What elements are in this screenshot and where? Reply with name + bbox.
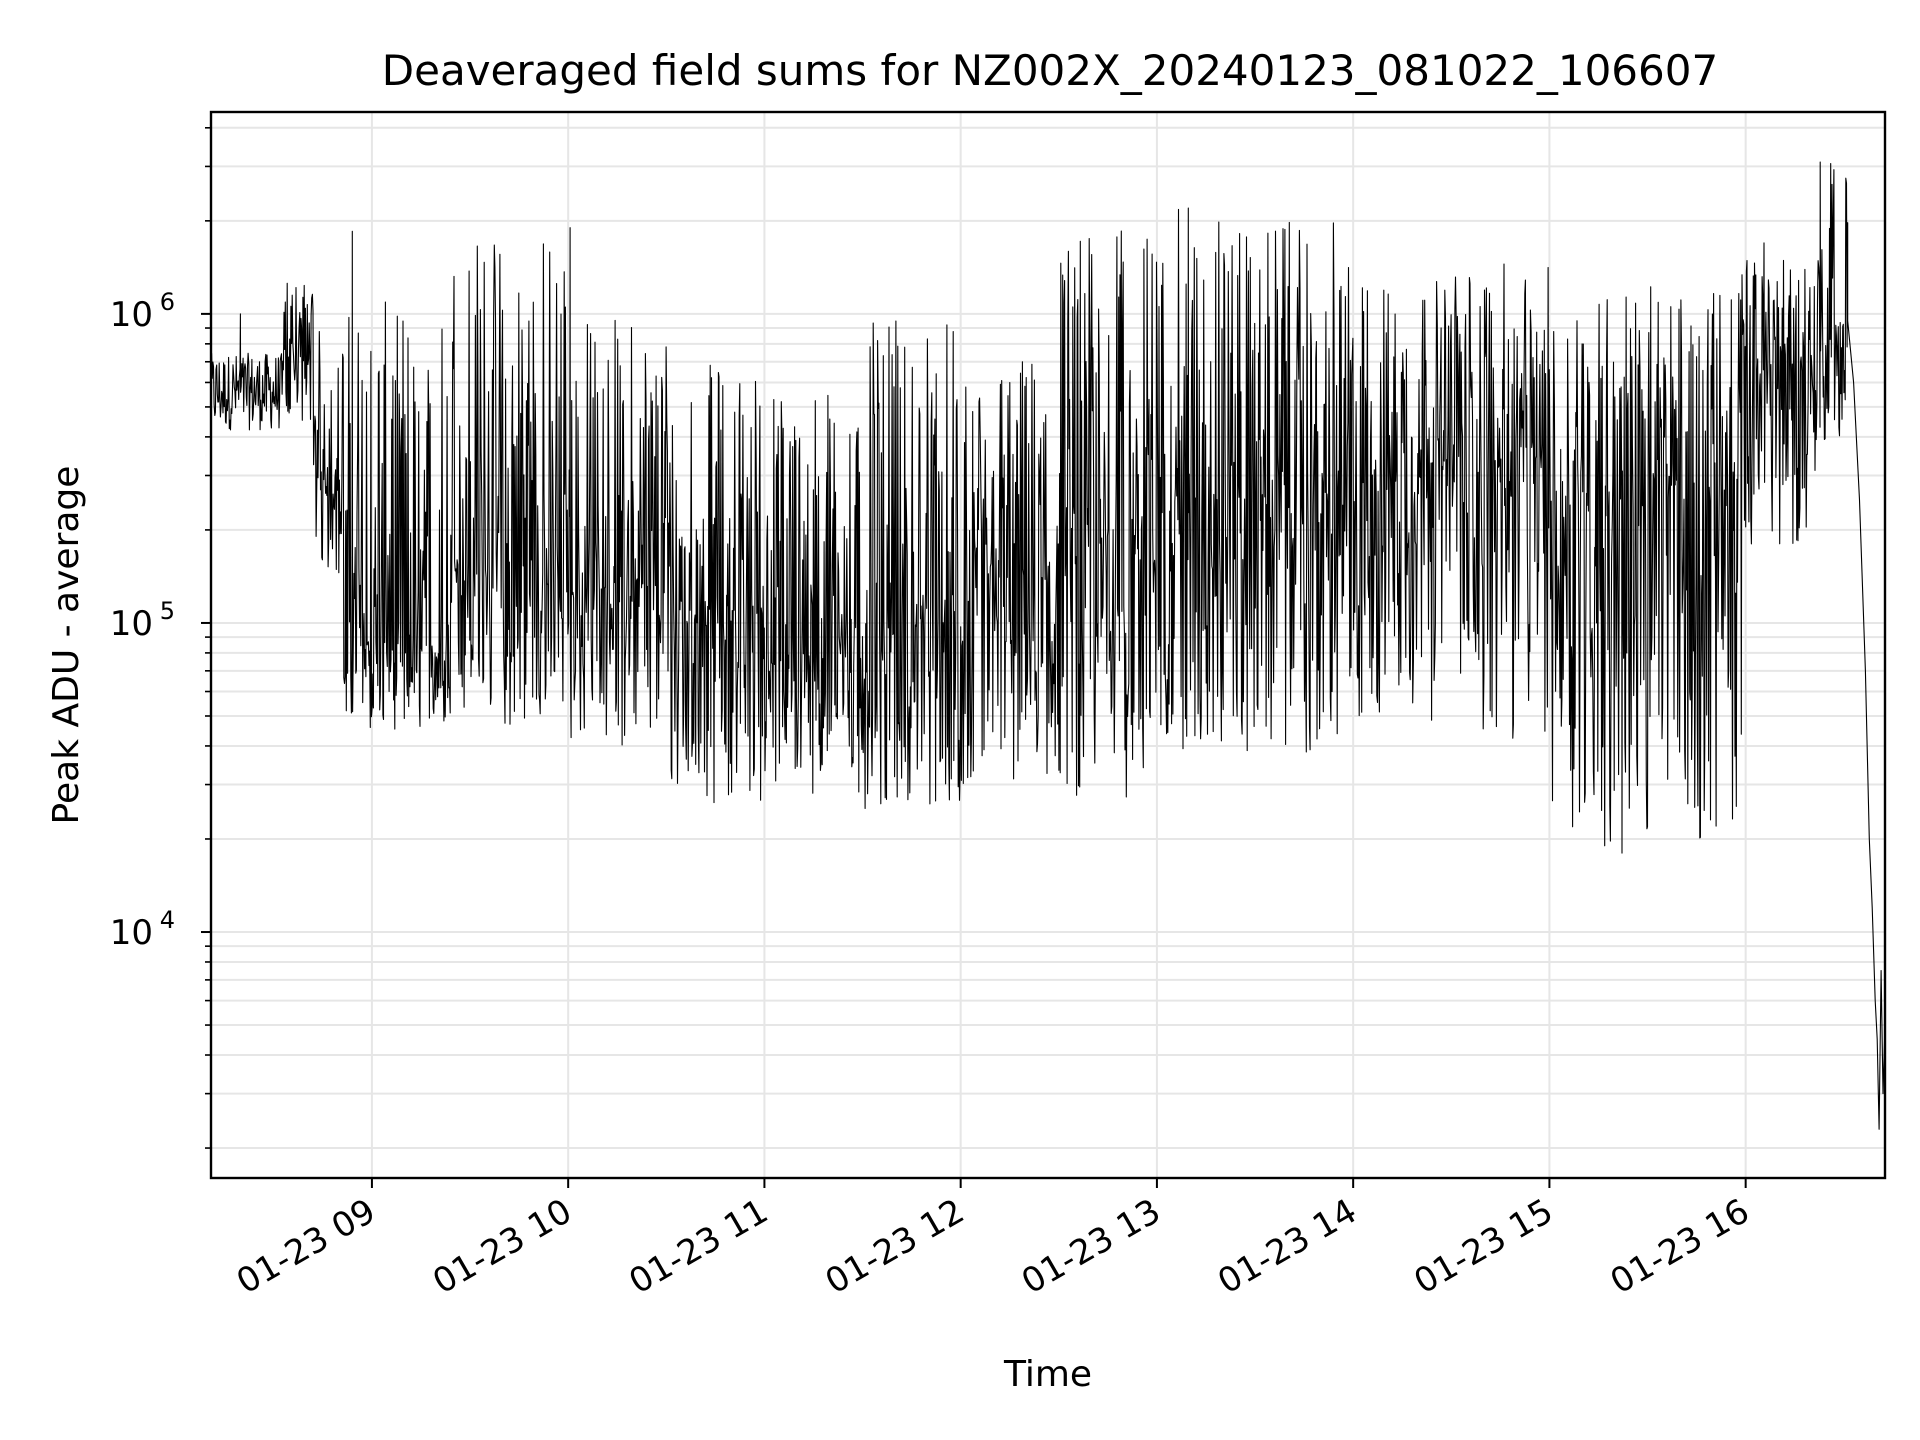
series-layer bbox=[210, 161, 1886, 1130]
y-tick-label: 10 bbox=[110, 295, 153, 335]
chart-title: Deaveraged field sums for NZ002X_2024012… bbox=[382, 46, 1718, 95]
plot-frame bbox=[209, 110, 1887, 1180]
y-tick-label: 10 bbox=[110, 604, 153, 644]
y-tick-exponent: 5 bbox=[160, 597, 175, 625]
x-axis-label: Time bbox=[1003, 1354, 1092, 1395]
y-tick-exponent: 4 bbox=[160, 906, 175, 934]
y-tick-base: 10 bbox=[110, 295, 153, 335]
y-tick-base: 10 bbox=[110, 604, 153, 644]
y-axis-label: Peak ADU - average bbox=[46, 466, 87, 825]
y-tick-label: 10 bbox=[110, 913, 153, 953]
series-line bbox=[210, 161, 1886, 1130]
y-tick-exponent: 6 bbox=[160, 288, 175, 316]
y-tick-base: 10 bbox=[110, 913, 153, 953]
